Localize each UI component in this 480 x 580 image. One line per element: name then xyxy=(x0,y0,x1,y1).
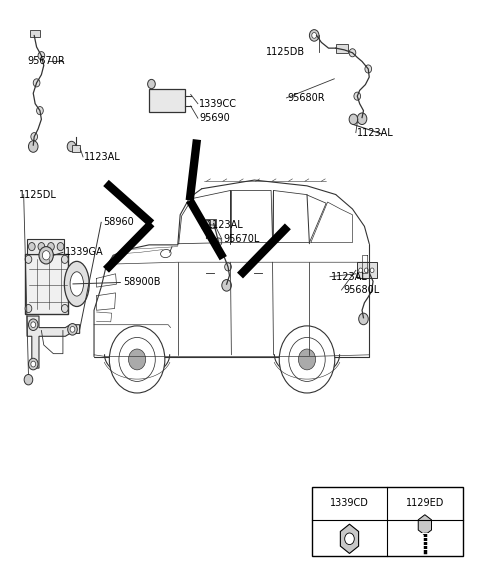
Circle shape xyxy=(25,304,32,313)
Circle shape xyxy=(370,268,374,273)
Ellipse shape xyxy=(131,354,144,365)
Text: 1125DL: 1125DL xyxy=(19,190,57,200)
Text: 1123AL: 1123AL xyxy=(331,271,368,282)
Circle shape xyxy=(57,242,64,251)
Circle shape xyxy=(312,32,317,38)
Circle shape xyxy=(48,242,54,251)
Bar xyxy=(357,262,377,278)
Text: 58900B: 58900B xyxy=(123,277,160,288)
FancyBboxPatch shape xyxy=(149,89,185,112)
Circle shape xyxy=(109,326,165,393)
Text: 95670L: 95670L xyxy=(223,234,260,244)
Circle shape xyxy=(24,375,33,385)
Circle shape xyxy=(129,349,146,370)
Circle shape xyxy=(28,242,35,251)
Text: 95680R: 95680R xyxy=(288,93,325,103)
Circle shape xyxy=(33,79,40,87)
Polygon shape xyxy=(340,524,359,553)
Ellipse shape xyxy=(70,272,84,296)
Text: 1125DB: 1125DB xyxy=(266,46,305,57)
Circle shape xyxy=(349,49,356,57)
Circle shape xyxy=(222,280,231,291)
Circle shape xyxy=(38,242,45,251)
Circle shape xyxy=(310,30,319,41)
Circle shape xyxy=(359,268,362,273)
Text: 1123AL: 1123AL xyxy=(84,152,121,162)
Bar xyxy=(72,146,80,153)
Text: 1129ED: 1129ED xyxy=(406,498,444,509)
Circle shape xyxy=(31,361,36,367)
Text: 1339CC: 1339CC xyxy=(199,99,237,108)
Circle shape xyxy=(279,326,335,393)
Circle shape xyxy=(38,52,45,60)
Circle shape xyxy=(299,349,316,370)
Circle shape xyxy=(148,79,156,89)
Circle shape xyxy=(25,255,32,263)
Circle shape xyxy=(119,338,156,382)
Circle shape xyxy=(365,65,372,73)
Text: 1339GA: 1339GA xyxy=(65,248,104,258)
FancyBboxPatch shape xyxy=(24,253,68,314)
Bar xyxy=(206,219,216,227)
Circle shape xyxy=(359,313,368,325)
Circle shape xyxy=(61,255,68,263)
Circle shape xyxy=(36,107,43,115)
Polygon shape xyxy=(27,316,80,368)
Circle shape xyxy=(70,327,75,332)
Circle shape xyxy=(345,533,354,545)
Circle shape xyxy=(364,268,368,273)
Circle shape xyxy=(28,319,38,331)
Circle shape xyxy=(354,92,360,100)
Ellipse shape xyxy=(64,262,89,306)
Text: 95690: 95690 xyxy=(199,113,230,123)
Bar xyxy=(312,487,463,556)
Circle shape xyxy=(68,324,77,335)
Circle shape xyxy=(349,114,358,125)
Bar xyxy=(336,44,348,53)
Text: 95680L: 95680L xyxy=(343,285,379,295)
Circle shape xyxy=(28,141,38,153)
Circle shape xyxy=(67,142,76,152)
FancyBboxPatch shape xyxy=(27,239,64,253)
Text: 1123AL: 1123AL xyxy=(357,128,394,137)
Text: 1339CD: 1339CD xyxy=(330,498,369,509)
Text: 95670R: 95670R xyxy=(27,56,65,67)
Circle shape xyxy=(31,322,36,328)
Circle shape xyxy=(61,304,68,313)
Circle shape xyxy=(28,358,38,370)
Circle shape xyxy=(31,133,37,141)
Circle shape xyxy=(42,251,50,260)
Bar xyxy=(30,30,40,37)
Circle shape xyxy=(201,220,210,230)
Text: 58960: 58960 xyxy=(104,218,134,227)
Circle shape xyxy=(357,113,367,125)
Text: 1123AL: 1123AL xyxy=(206,220,243,230)
Circle shape xyxy=(289,338,325,382)
Circle shape xyxy=(39,246,53,264)
Circle shape xyxy=(215,238,222,246)
Circle shape xyxy=(225,263,231,271)
Ellipse shape xyxy=(161,249,171,258)
Polygon shape xyxy=(418,514,432,535)
